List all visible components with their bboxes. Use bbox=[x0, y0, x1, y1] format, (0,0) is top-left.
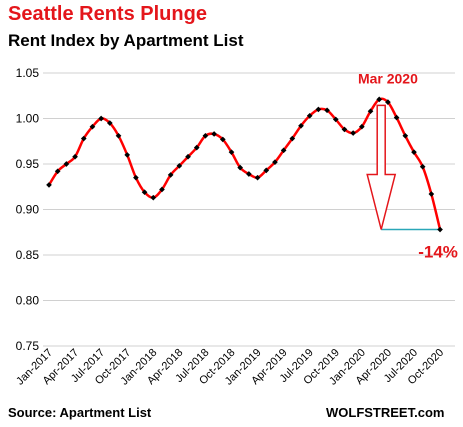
source-note: Source: Apartment List bbox=[8, 405, 152, 420]
drop-arrow-shape bbox=[366, 104, 397, 230]
data-point bbox=[428, 191, 435, 197]
y-tick-label: 0.85 bbox=[16, 248, 40, 262]
data-point bbox=[289, 135, 296, 142]
data-point bbox=[167, 172, 174, 178]
data-point bbox=[376, 96, 383, 103]
data-point bbox=[350, 130, 356, 136]
x-axis-ticks: Jan-2017Apr-2017Jul-2017Oct-2017Jan-2018… bbox=[14, 347, 446, 388]
data-point bbox=[63, 161, 70, 167]
data-point bbox=[411, 149, 417, 155]
data-point bbox=[228, 149, 235, 155]
data-point bbox=[150, 194, 157, 201]
series-line bbox=[47, 97, 442, 230]
data-point bbox=[359, 123, 365, 130]
y-tick-label: 1.00 bbox=[16, 112, 40, 126]
data-point bbox=[263, 167, 270, 174]
gridlines bbox=[43, 72, 455, 347]
drop-arrow bbox=[366, 104, 397, 230]
data-point bbox=[98, 115, 104, 122]
data-point bbox=[437, 226, 443, 233]
drop-annotation: -14% bbox=[418, 243, 458, 262]
y-tick-label: 0.80 bbox=[16, 294, 40, 308]
data-point bbox=[306, 112, 313, 119]
data-point bbox=[141, 189, 148, 196]
data-point bbox=[237, 164, 244, 171]
data-point bbox=[254, 174, 261, 181]
data-point bbox=[315, 106, 322, 113]
chart-subtitle: Rent Index by Apartment List bbox=[8, 31, 244, 50]
data-point bbox=[107, 120, 113, 126]
y-tick-label: 1.05 bbox=[16, 66, 40, 80]
data-point bbox=[298, 122, 304, 129]
y-tick-label: 0.95 bbox=[16, 157, 40, 171]
data-point bbox=[185, 153, 191, 160]
peak-annotation: Mar 2020 bbox=[358, 70, 418, 86]
data-point bbox=[89, 123, 96, 130]
data-point bbox=[246, 171, 252, 177]
y-tick-label: 0.75 bbox=[16, 339, 40, 353]
data-point bbox=[159, 186, 165, 193]
data-point bbox=[115, 132, 122, 139]
data-point bbox=[219, 136, 226, 143]
data-point bbox=[202, 132, 209, 139]
data-point bbox=[332, 116, 339, 123]
chart-title: Seattle Rents Plunge bbox=[8, 3, 207, 25]
data-point bbox=[193, 144, 200, 151]
y-axis-ticks: 0.75 0.80 0.85 0.90 0.95 1.00 1.05 bbox=[16, 66, 40, 353]
data-point bbox=[393, 114, 400, 121]
data-markers bbox=[46, 96, 443, 233]
data-point bbox=[419, 163, 426, 170]
data-point bbox=[385, 99, 391, 105]
data-point bbox=[176, 162, 183, 169]
data-point bbox=[324, 107, 330, 114]
data-point bbox=[72, 153, 78, 160]
data-point bbox=[402, 132, 409, 139]
data-point bbox=[280, 147, 287, 154]
brand-name: WOLFSTREET.com bbox=[326, 405, 445, 420]
data-point bbox=[133, 174, 139, 181]
data-point bbox=[124, 152, 131, 158]
data-point bbox=[367, 108, 374, 115]
data-point bbox=[211, 131, 217, 137]
data-point bbox=[341, 126, 348, 133]
y-tick-label: 0.90 bbox=[16, 203, 40, 217]
data-point bbox=[272, 159, 278, 166]
data-point bbox=[80, 135, 87, 142]
